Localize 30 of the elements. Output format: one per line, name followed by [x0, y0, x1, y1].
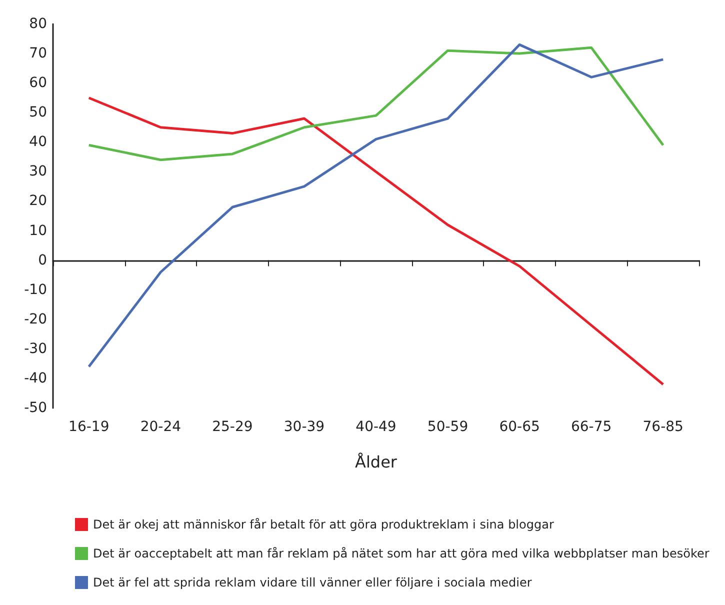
- y-tick-label: 60: [29, 75, 47, 92]
- x-tick-label: 25-29: [212, 419, 253, 435]
- x-tick-label: 40-49: [356, 419, 396, 435]
- x-tick-label: 60-65: [499, 419, 540, 435]
- x-tick-label: 20-24: [140, 419, 182, 435]
- y-tick-label: 30: [29, 164, 47, 180]
- x-tick-label: 16-19: [68, 419, 110, 435]
- line-series: [88, 43, 664, 368]
- legend-label: Det är fel att sprida reklam vidare till vänner eller följare i sociala medier: [93, 576, 532, 590]
- y-tick-label: -10: [24, 282, 47, 298]
- y-tick-label: -20: [24, 311, 47, 328]
- y-tick-label: 20: [29, 193, 47, 210]
- y-tick-label: 0: [38, 252, 47, 268]
- y-tick-label: 50: [29, 104, 47, 121]
- y-tick-label: -40: [24, 370, 47, 386]
- x-axis-title: Ålder: [355, 452, 398, 472]
- x-tick-label: 50-59: [427, 419, 468, 435]
- y-tick-label: -50: [24, 400, 47, 416]
- x-tick-label: 76-85: [642, 419, 684, 435]
- y-tick-label: -30: [24, 340, 47, 357]
- legend-label: Det är okej att människor får betalt för att göra produktreklam i sina bloggar: [93, 518, 554, 532]
- y-tick-label: 40: [29, 134, 47, 150]
- line-series: [88, 96, 664, 386]
- y-tick-label: 80: [29, 16, 47, 32]
- x-tick-label: 66-75: [570, 419, 612, 435]
- y-tick-label: 10: [29, 222, 47, 239]
- x-tick-label: 30-39: [284, 419, 325, 435]
- legend-label: Det är oacceptabelt att man får reklam på nätet som har att göra med vilka webbplatser man besöker: [93, 546, 710, 560]
- line-series: [88, 46, 664, 162]
- y-tick-label: 70: [29, 46, 47, 62]
